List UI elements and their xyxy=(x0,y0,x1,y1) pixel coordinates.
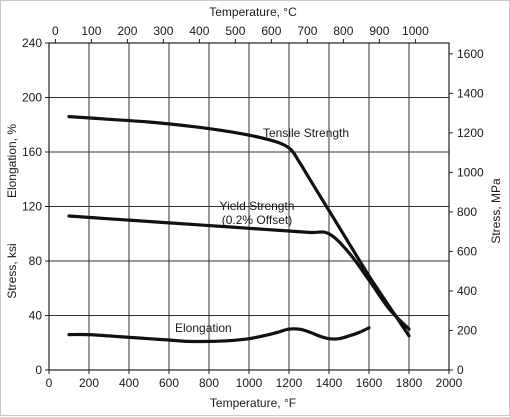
series-label-tensile-strength: Tensile Strength xyxy=(263,126,349,140)
tick-label-bottom: 600 xyxy=(159,376,179,390)
series-line-elongation xyxy=(67,326,371,344)
tick-label-top: 300 xyxy=(153,24,173,38)
tick-label-right: 400 xyxy=(457,284,477,298)
tick-label-bottom: 1400 xyxy=(316,376,343,390)
tick-label-right: 1400 xyxy=(457,86,484,100)
tick-label-bottom: 0 xyxy=(46,376,53,390)
left-axis-title-stress: Stress, ksi xyxy=(5,243,19,298)
tick-label-bottom: 800 xyxy=(199,376,219,390)
series-label-tensile-strength-line: Tensile Strength xyxy=(263,126,349,140)
tick-label-top: 100 xyxy=(81,24,101,38)
tick-label-bottom: 1200 xyxy=(276,376,303,390)
tick-label-right: 0 xyxy=(457,363,464,377)
tick-label-top: 900 xyxy=(369,24,389,38)
tick-label-top: 800 xyxy=(333,24,353,38)
tick-label-left: 40 xyxy=(29,309,43,323)
data-series xyxy=(67,115,411,344)
tick-label-top: 600 xyxy=(261,24,281,38)
tick-label-right: 1200 xyxy=(457,126,484,140)
left-axis-title-elongation: Elongation, % xyxy=(5,124,19,198)
series-label-elongation-line: Elongation xyxy=(175,321,232,335)
tick-label-right: 600 xyxy=(457,244,477,258)
tick-label-bottom: 1000 xyxy=(236,376,263,390)
tick-label-top: 200 xyxy=(117,24,137,38)
series-labels: Tensile Strength Yield Strength (0.2% Offs… xyxy=(175,126,349,335)
tick-label-right: 1600 xyxy=(457,47,484,61)
series-line-yield-strength xyxy=(67,214,411,331)
tick-label-top: 700 xyxy=(297,24,317,38)
series-label-yield-strength: Yield Strength (0.2% Offset) xyxy=(220,199,295,227)
tick-label-top: 400 xyxy=(189,24,209,38)
right-axis-title: Stress, MPa xyxy=(489,178,503,244)
tick-label-bottom: 1800 xyxy=(396,376,423,390)
tick-label-left: 0 xyxy=(35,363,42,377)
tick-label-bottom: 2000 xyxy=(436,376,463,390)
grid-lines xyxy=(49,43,449,370)
series-line-tensile-strength xyxy=(67,115,411,338)
tick-label-left: 160 xyxy=(22,145,42,159)
bottom-axis-title: Temperature, °F xyxy=(210,396,296,410)
tick-label-top: 0 xyxy=(52,24,59,38)
tick-label-left: 80 xyxy=(29,254,43,268)
series-label-yield-strength-line: Yield Strength xyxy=(220,199,295,213)
tick-label-right: 200 xyxy=(457,323,477,337)
top-axis-title: Temperature, °C xyxy=(209,5,297,19)
tick-label-right: 800 xyxy=(457,205,477,219)
tick-label-bottom: 200 xyxy=(79,376,99,390)
tick-label-left: 240 xyxy=(22,36,42,50)
tick-label-bottom: 400 xyxy=(119,376,139,390)
axis-lines xyxy=(45,39,453,374)
tick-label-top: 1000 xyxy=(402,24,429,38)
tick-label-left: 120 xyxy=(22,200,42,214)
series-label-yield-strength-line: (0.2% Offset) xyxy=(222,213,292,227)
tick-label-bottom: 1600 xyxy=(356,376,383,390)
tick-label-left: 200 xyxy=(22,91,42,105)
tick-label-right: 1000 xyxy=(457,165,484,179)
tick-label-top: 500 xyxy=(225,24,245,38)
series-label-elongation: Elongation xyxy=(175,321,232,335)
tick-labels: 0 200 400 600 800 1000 1200 1400 1600 1800 2000040… xyxy=(22,24,484,390)
